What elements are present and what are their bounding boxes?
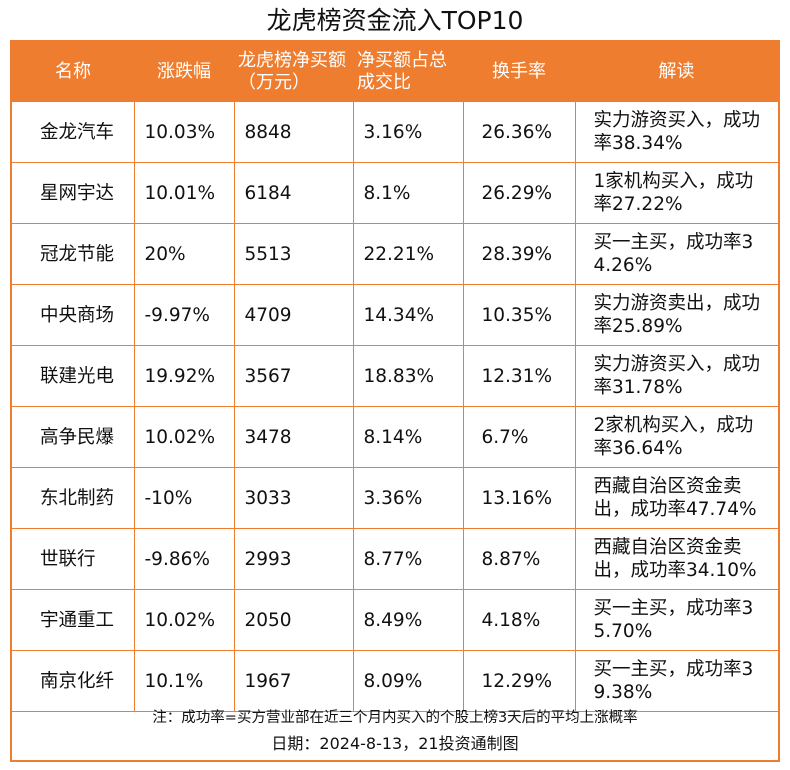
net-buy-cell: 2993 — [234, 528, 354, 590]
change-cell: -9.86% — [134, 528, 235, 590]
header-reading: 解读 — [575, 42, 778, 102]
net-ratio-cell: 8.49% — [353, 589, 464, 651]
header-turnover: 换手率 — [463, 42, 575, 102]
table-row: 联建光电 19.92% 3567 18.83% 12.31% 实力游资买入，成功率31.7… — [12, 345, 778, 407]
table-row: 高争民爆 10.02% 3478 8.14% 6.7% 2家机构买入，成功率36.64% — [12, 406, 778, 468]
change-cell: 10.01% — [134, 162, 235, 224]
net-ratio-cell: 8.1% — [353, 162, 464, 224]
reading-cell: 买一主买，成功率39.38% — [575, 650, 778, 712]
stock-name: 金龙汽车 — [12, 102, 135, 163]
table-body: 金龙汽车 10.03% 8848 3.16% 26.36% 实力游资买入，成功率38.34… — [12, 102, 778, 712]
table-row: 中央商场 -9.97% 4709 14.34% 10.35% 实力游资卖出，成功率25.8… — [12, 284, 778, 346]
reading-cell: 买一主买，成功率35.70% — [575, 589, 778, 651]
stock-name: 宇通重工 — [12, 589, 135, 651]
table-row: 冠龙节能 20% 5513 22.21% 28.39% 买一主买，成功率34.26% — [12, 223, 778, 285]
turnover-cell: 26.29% — [463, 162, 576, 224]
net-ratio-cell: 8.77% — [353, 528, 464, 590]
table-row: 宇通重工 10.02% 2050 8.49% 4.18% 买一主买，成功率35.70% — [12, 589, 778, 651]
reading-cell: 1家机构买入，成功率27.22% — [575, 162, 778, 224]
turnover-cell: 6.7% — [463, 406, 576, 468]
header-net-buy: 龙虎榜净买额（万元） — [234, 42, 353, 102]
turnover-cell: 10.35% — [463, 284, 576, 346]
reading-cell: 实力游资买入，成功率38.34% — [575, 102, 778, 163]
turnover-cell: 13.16% — [463, 467, 576, 529]
turnover-cell: 4.18% — [463, 589, 576, 651]
turnover-cell: 26.36% — [463, 102, 576, 163]
stock-name: 星网宇达 — [12, 162, 135, 224]
table-row: 星网宇达 10.01% 6184 8.1% 26.29% 1家机构买入，成功率27.22% — [12, 162, 778, 224]
table-row: 东北制药 -10% 3033 3.36% 13.16% 西藏自治区资金卖出，成功率47.7… — [12, 467, 778, 529]
table-row: 金龙汽车 10.03% 8848 3.16% 26.36% 实力游资买入，成功率38.34… — [12, 102, 778, 163]
table-row: 南京化纤 10.1% 1967 8.09% 12.29% 买一主买，成功率39.38% — [12, 650, 778, 712]
change-cell: 19.92% — [134, 345, 235, 407]
page-title: 龙虎榜资金流入TOP10 — [266, 6, 524, 35]
stock-name: 冠龙节能 — [12, 223, 135, 285]
change-cell: 10.1% — [134, 650, 235, 712]
net-ratio-cell: 8.14% — [353, 406, 464, 468]
net-buy-cell: 8848 — [234, 102, 354, 163]
stock-name: 东北制药 — [12, 467, 135, 529]
turnover-cell: 12.29% — [463, 650, 576, 712]
net-ratio-cell: 22.21% — [353, 223, 464, 285]
header-change: 涨跌幅 — [134, 42, 234, 102]
footnote: 注：成功率=买方营业部在近三个月内买入的个股上榜3天后的平均上涨概率 — [152, 710, 638, 726]
net-buy-cell: 4709 — [234, 284, 354, 346]
net-buy-cell: 2050 — [234, 589, 354, 651]
net-buy-cell: 6184 — [234, 162, 354, 224]
reading-cell: 买一主买，成功率34.26% — [575, 223, 778, 285]
header-net-ratio: 净买额占总成交比 — [353, 42, 463, 102]
net-buy-cell: 3033 — [234, 467, 354, 529]
net-ratio-cell: 8.09% — [353, 650, 464, 712]
net-buy-cell: 5513 — [234, 223, 354, 285]
change-cell: 10.02% — [134, 406, 235, 468]
header-name: 名称 — [12, 42, 134, 102]
stock-name: 中央商场 — [12, 284, 135, 346]
change-cell: 20% — [134, 223, 235, 285]
reading-cell: 实力游资卖出，成功率25.89% — [575, 284, 778, 346]
stock-name: 南京化纤 — [12, 650, 135, 712]
net-ratio-cell: 14.34% — [353, 284, 464, 346]
data-table: 名称 涨跌幅 龙虎榜净买额（万元） 净买额占总成交比 换手率 解读 金龙汽车 10… — [12, 42, 778, 712]
turnover-cell: 8.87% — [463, 528, 576, 590]
net-ratio-cell: 3.16% — [353, 102, 464, 163]
stock-name: 高争民爆 — [12, 406, 135, 468]
change-cell: -9.97% — [134, 284, 235, 346]
turnover-cell: 28.39% — [463, 223, 576, 285]
net-buy-cell: 3478 — [234, 406, 354, 468]
change-cell: 10.03% — [134, 102, 235, 163]
net-buy-cell: 3567 — [234, 345, 354, 407]
net-ratio-cell: 18.83% — [353, 345, 464, 407]
reading-cell: 2家机构买入，成功率36.64% — [575, 406, 778, 468]
change-cell: -10% — [134, 467, 235, 529]
reading-cell: 实力游资买入，成功率31.78% — [575, 345, 778, 407]
change-cell: 10.02% — [134, 589, 235, 651]
stock-name: 联建光电 — [12, 345, 135, 407]
stock-name: 世联行 — [12, 528, 135, 590]
table-header-row: 名称 涨跌幅 龙虎榜净买额（万元） 净买额占总成交比 换手率 解读 — [12, 42, 778, 102]
net-ratio-cell: 3.36% — [353, 467, 464, 529]
reading-cell: 西藏自治区资金卖出，成功率34.10% — [575, 528, 778, 590]
reading-cell: 西藏自治区资金卖出，成功率47.74% — [575, 467, 778, 529]
date-line: 日期：2024-8-13，21投资通制图 — [271, 734, 519, 753]
turnover-cell: 12.31% — [463, 345, 576, 407]
net-buy-cell: 1967 — [234, 650, 354, 712]
table-frame: 名称 涨跌幅 龙虎榜净买额（万元） 净买额占总成交比 换手率 解读 金龙汽车 10… — [10, 40, 780, 762]
table-row: 世联行 -9.86% 2993 8.77% 8.87% 西藏自治区资金卖出，成功率34.1… — [12, 528, 778, 590]
